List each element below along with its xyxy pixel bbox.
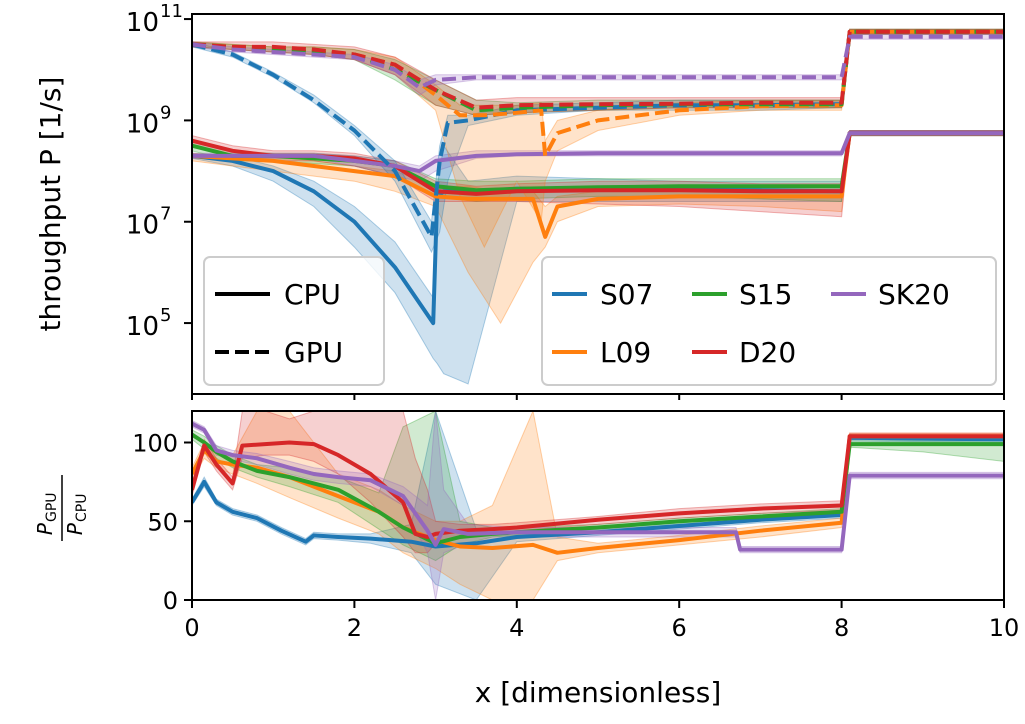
ratio-band-l09 xyxy=(192,411,1004,600)
top-axes-frame xyxy=(191,13,1005,395)
legend-label-d20: D20 xyxy=(739,336,796,369)
band-s07-gpu xyxy=(192,28,1004,254)
ratio-band-sk20 xyxy=(192,411,1004,600)
bottom-y-tick-label: 100 xyxy=(132,430,178,458)
legend-label-sk20: SK20 xyxy=(878,278,950,311)
gpu-legend-label: GPU xyxy=(284,336,343,369)
line-s07-gpu xyxy=(192,29,1004,239)
x-tick-label: 8 xyxy=(834,614,849,642)
top-y-tick-exponent: 11 xyxy=(160,1,183,22)
band-d20-gpu xyxy=(192,28,1004,116)
x-tick-label: 0 xyxy=(184,614,199,642)
legend-label-s07: S07 xyxy=(600,278,653,311)
x-tick-label: 10 xyxy=(989,614,1020,642)
ratio-line-d20 xyxy=(192,434,1004,539)
linestyle-legend: CPU GPU xyxy=(203,256,385,386)
x-tick-label: 4 xyxy=(509,614,524,642)
ratio-line-s07 xyxy=(192,435,1004,549)
bottom-y-axis-label: P GPU P CPU xyxy=(33,475,90,541)
band-s15-cpu xyxy=(192,130,1004,203)
cpu-legend-label: CPU xyxy=(284,278,341,311)
x-tick-label: 2 xyxy=(347,614,362,642)
top-y-axis-label: throughput P [1/s] xyxy=(34,77,67,332)
ratio-line-sk20 xyxy=(192,421,1004,552)
ratio-band-d20 xyxy=(192,411,1004,554)
bottom-axes-frame xyxy=(191,410,1005,601)
top-y-tick-label: 10 xyxy=(126,312,159,342)
band-l09-gpu xyxy=(192,28,1004,249)
legend-label-l09: L09 xyxy=(600,336,651,369)
x-tick-label: 6 xyxy=(672,614,687,642)
ratio-denominator-sub: CPU xyxy=(74,494,90,522)
bottom-panel: 0 50 100 P GPU P CPU 0 2 4 6 8 10 x [dimensionl… xyxy=(33,394,1019,709)
bottom-series-lines xyxy=(192,421,1004,555)
bottom-y-tick-label: 0 xyxy=(163,587,178,615)
top-series-lines xyxy=(192,29,1004,326)
top-y-tick-label: 10 xyxy=(126,211,159,241)
line-sk20-cpu xyxy=(192,131,1004,174)
ratio-numerator-sub: GPU xyxy=(44,492,60,522)
x-axis-ticks: 0 2 4 6 8 10 xyxy=(184,394,1019,642)
series-legend-box xyxy=(541,256,997,386)
bottom-y-tick-label: 50 xyxy=(147,508,178,536)
band-sk20-gpu xyxy=(192,33,1004,96)
series-legend: S07 L09 S15 D20 SK20 xyxy=(541,256,997,386)
ratio-band-s07 xyxy=(192,411,1004,600)
legend-label-s15: S15 xyxy=(739,278,792,311)
top-y-tick-exponent: 9 xyxy=(160,102,171,123)
top-y-tick-label: 10 xyxy=(126,8,159,38)
bottom-y-ticks: 0 50 100 xyxy=(132,430,192,615)
ratio-numerator: P xyxy=(33,522,57,535)
line-sk20-gpu xyxy=(192,34,1004,90)
top-y-tick-exponent: 5 xyxy=(160,305,171,326)
line-l09-cpu xyxy=(192,131,1004,239)
top-y-tick-exponent: 7 xyxy=(160,204,171,225)
band-s15-gpu xyxy=(192,28,1004,116)
ratio-denominator: P xyxy=(63,522,87,535)
x-axis-label: x [dimensionless] xyxy=(475,676,722,709)
top-y-tick-label: 10 xyxy=(126,109,159,139)
